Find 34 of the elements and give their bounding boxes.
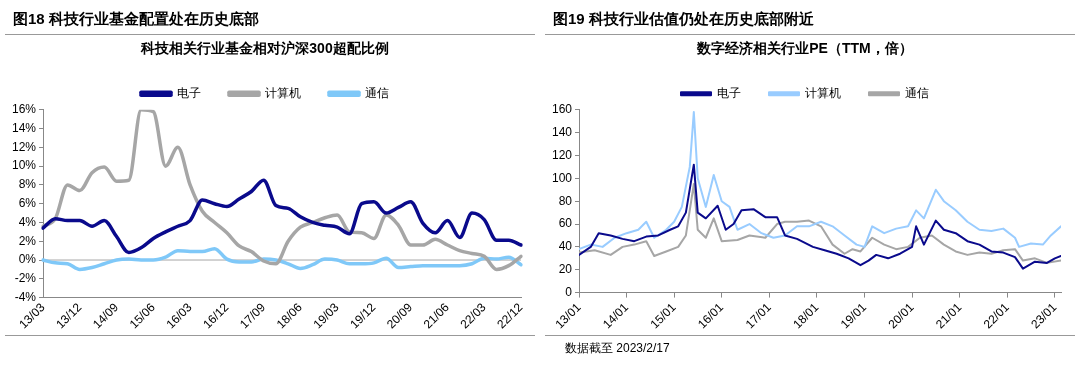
chart-subtitle: 数字经济相关行业PE（TTM，倍） — [696, 40, 913, 57]
y-tick-label: 8% — [18, 177, 37, 192]
y-tick-label: 0% — [18, 252, 37, 267]
chart-subtitle: 科技相关行业基金相对沪深300超配比例 — [140, 40, 389, 57]
y-tick-label: 120 — [551, 147, 573, 162]
y-tick-label: 40 — [558, 239, 573, 254]
y-tick-label: 12% — [11, 139, 37, 154]
line-series — [41, 247, 523, 272]
y-tick-label: 80 — [558, 193, 573, 208]
legend-label: 计算机 — [805, 86, 841, 101]
y-tick-label: 20 — [558, 262, 573, 277]
line-series — [41, 109, 523, 272]
line-series — [41, 178, 523, 255]
y-tick-label: 0 — [565, 284, 573, 299]
legend-label: 电子 — [177, 86, 201, 101]
y-tick-label: 160 — [551, 102, 573, 117]
y-tick-label: 14% — [11, 120, 37, 135]
y-tick-label: 6% — [18, 196, 37, 210]
y-tick-label: 60 — [558, 216, 573, 231]
legend-label: 计算机 — [265, 86, 301, 101]
chart-title: 图18 科技行业基金配置处在历史底部 — [5, 0, 535, 35]
y-tick-label: 2% — [18, 233, 37, 248]
text: 数据截至 2023/2/17 — [545, 335, 1075, 358]
legend-label: 电子 — [717, 86, 741, 101]
y-tick-label: 16% — [11, 102, 37, 117]
y-tick-label: 4% — [18, 214, 37, 229]
legend-label: 通信 — [905, 86, 929, 101]
y-tick-label: -2% — [14, 271, 37, 286]
legend-label: 通信 — [365, 86, 389, 101]
y-tick-label: 10% — [11, 158, 37, 173]
chart-title: 图19 科技行业估值仍处在历史底部附近 — [545, 0, 1075, 35]
y-tick-label: 100 — [551, 170, 573, 185]
y-tick-label: 140 — [551, 124, 573, 139]
y-tick-label: -4% — [14, 289, 37, 304]
